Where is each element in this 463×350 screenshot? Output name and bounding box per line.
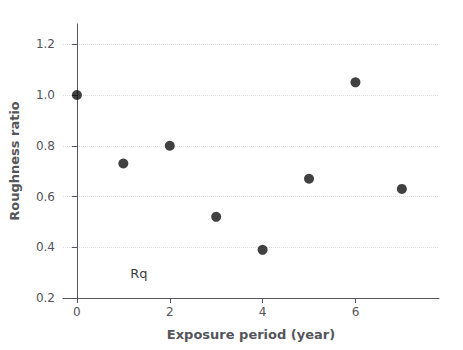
svg-text:0.8: 0.8 <box>36 139 55 153</box>
svg-text:4: 4 <box>259 305 267 319</box>
svg-text:2: 2 <box>166 305 174 319</box>
svg-text:1.2: 1.2 <box>36 37 55 51</box>
svg-text:Roughness ratio: Roughness ratio <box>7 101 22 221</box>
svg-text:0: 0 <box>73 305 81 319</box>
svg-text:Rq: Rq <box>130 266 147 281</box>
svg-text:6: 6 <box>352 305 360 319</box>
svg-text:Exposure period (year): Exposure period (year) <box>167 327 335 342</box>
svg-text:0.6: 0.6 <box>36 190 55 204</box>
svg-text:0.2: 0.2 <box>36 291 55 305</box>
svg-text:1.0: 1.0 <box>36 88 55 102</box>
svg-text:0.4: 0.4 <box>36 240 55 254</box>
